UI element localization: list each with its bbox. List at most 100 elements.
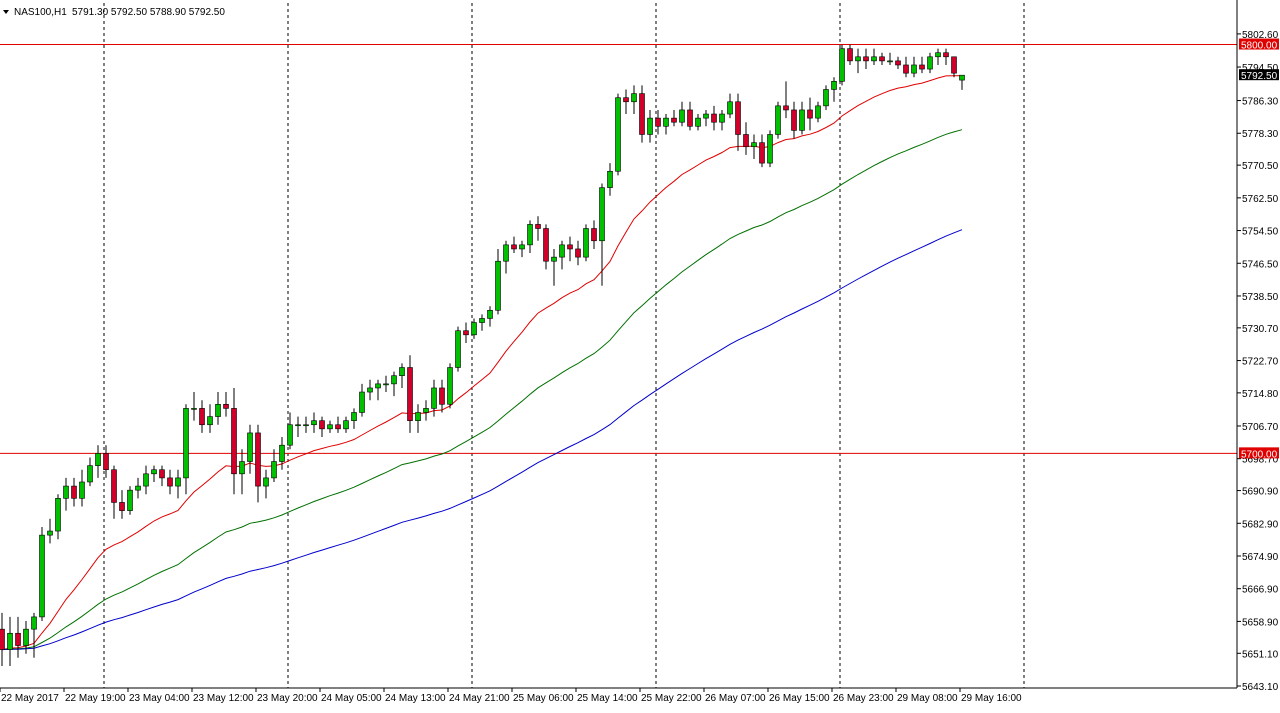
candle — [439, 379, 445, 413]
candle — [647, 109, 653, 143]
candle-body-bull — [487, 309, 493, 319]
candle — [159, 465, 165, 487]
candle — [271, 449, 277, 482]
price-tick-label: 5762.50 — [1242, 194, 1279, 205]
candle — [871, 48, 877, 65]
candle-body-bull — [47, 530, 53, 536]
horizontal-levels — [0, 44, 1237, 454]
candle-body-bear — [687, 109, 693, 127]
candle-body-bull — [271, 461, 277, 479]
candle — [79, 469, 85, 507]
candle-body-bear — [231, 408, 237, 475]
candle — [31, 612, 37, 658]
candle-body-bear — [575, 248, 581, 258]
current-price-tag — [1239, 69, 1279, 81]
candle-body-bear — [511, 244, 517, 250]
candle — [655, 109, 661, 135]
candle-body-bull — [471, 322, 477, 336]
current-price-label: 5792.50 — [1241, 71, 1278, 82]
candle — [55, 494, 61, 540]
price-tick-label: 5746.50 — [1242, 259, 1279, 270]
candle-body-bull — [327, 424, 333, 430]
candle-body-bull — [23, 628, 29, 646]
candle-body-bull — [135, 485, 141, 491]
candle — [735, 93, 741, 151]
price-axis: 5802.60 5794.50 5786.30 5778.30 5770.50 5762.… — [1236, 0, 1279, 693]
candle — [719, 109, 725, 131]
candle-body-bull — [559, 244, 565, 258]
candle-body-bear — [439, 387, 445, 405]
candle — [407, 355, 413, 433]
candle — [615, 93, 621, 176]
candle — [591, 220, 597, 249]
candle-body-bull — [767, 134, 773, 164]
candle-body-bull — [479, 318, 485, 323]
candle-body-bull — [935, 52, 941, 58]
candle-body-bull — [823, 89, 829, 107]
candle — [623, 89, 629, 115]
candle-body-bear — [407, 367, 413, 421]
candle — [631, 85, 637, 115]
candle-body-bull — [375, 383, 381, 389]
candle-body-bull — [839, 48, 845, 82]
candle-body-bull — [631, 93, 637, 103]
candle — [127, 486, 133, 515]
candle — [607, 163, 613, 196]
price-tick-label: 5690.90 — [1242, 487, 1279, 498]
candle-body-bear — [119, 502, 125, 511]
candle — [263, 469, 269, 499]
candle — [743, 122, 749, 155]
symbol-dropdown-icon[interactable] — [3, 10, 9, 14]
candle — [39, 526, 45, 621]
price-tick-label: 5778.30 — [1242, 129, 1279, 140]
candle — [767, 130, 773, 168]
candle — [935, 48, 941, 65]
candle-body-bull — [391, 375, 397, 385]
candle-body-bull — [447, 367, 453, 405]
moving-averages — [1, 75, 963, 651]
candle — [959, 74, 965, 90]
candle — [351, 408, 357, 429]
candle-body-bull — [455, 330, 461, 368]
candle — [399, 363, 405, 388]
candle — [471, 318, 477, 339]
candle — [207, 404, 213, 433]
candle-body-bear — [159, 469, 165, 479]
candle — [511, 236, 517, 254]
price-tick-label: 5794.50 — [1242, 63, 1279, 74]
time-tick-label: 24 May 05:00 — [321, 693, 382, 704]
candle — [599, 183, 605, 286]
candle — [847, 44, 853, 65]
candle-body-bull — [239, 461, 245, 475]
candle-body-bull — [367, 387, 373, 393]
candle — [703, 109, 709, 127]
candle-body-bull — [127, 489, 133, 511]
candle-body-bull — [151, 469, 157, 475]
candle-body-bear — [543, 228, 549, 262]
candle-body-bear — [671, 117, 677, 123]
candle — [687, 101, 693, 131]
candle — [895, 56, 901, 70]
candle — [903, 56, 909, 78]
time-tick-label: 24 May 21:00 — [449, 693, 510, 704]
candle-body-bull — [887, 60, 893, 63]
candle — [583, 224, 589, 262]
candle — [199, 400, 205, 433]
price-tick-label: 5722.70 — [1242, 357, 1279, 368]
time-tick-label: 23 May 20:00 — [257, 693, 318, 704]
candle-body-bull — [503, 244, 509, 262]
candle — [143, 465, 149, 495]
candle-body-bear — [903, 64, 909, 74]
price-tick-label: 5682.90 — [1242, 519, 1279, 530]
candle — [47, 518, 53, 544]
price-tick-label: 5754.50 — [1242, 227, 1279, 238]
candle-body-bull — [287, 424, 293, 446]
candle-body-bear — [623, 97, 629, 103]
candle-body-bear — [335, 424, 341, 430]
candle-body-bear — [103, 453, 109, 471]
candle — [495, 248, 501, 315]
candles — [0, 44, 965, 666]
candle — [815, 101, 821, 123]
